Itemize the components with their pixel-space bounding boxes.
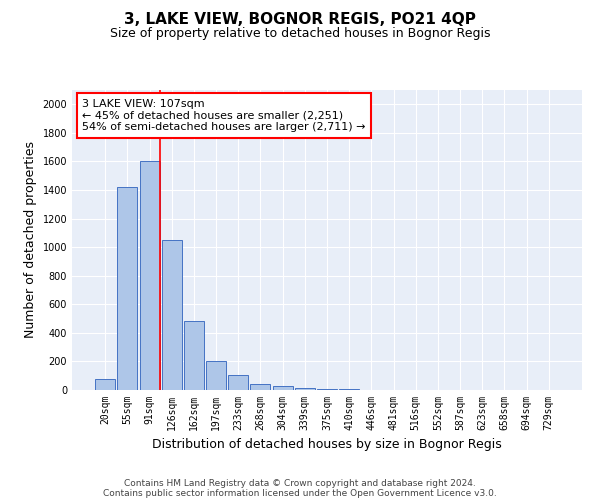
Text: Contains public sector information licensed under the Open Government Licence v3: Contains public sector information licen… bbox=[103, 488, 497, 498]
Bar bbox=[228, 375, 248, 390]
Text: Contains HM Land Registry data © Crown copyright and database right 2024.: Contains HM Land Registry data © Crown c… bbox=[124, 478, 476, 488]
Y-axis label: Number of detached properties: Number of detached properties bbox=[24, 142, 37, 338]
Text: 3, LAKE VIEW, BOGNOR REGIS, PO21 4QP: 3, LAKE VIEW, BOGNOR REGIS, PO21 4QP bbox=[124, 12, 476, 28]
Bar bbox=[295, 388, 315, 390]
Bar bbox=[184, 322, 204, 390]
Bar bbox=[140, 162, 160, 390]
Bar bbox=[118, 187, 137, 390]
Bar bbox=[272, 386, 293, 390]
Text: 3 LAKE VIEW: 107sqm
← 45% of detached houses are smaller (2,251)
54% of semi-det: 3 LAKE VIEW: 107sqm ← 45% of detached ho… bbox=[82, 99, 366, 132]
Bar bbox=[250, 384, 271, 390]
Bar bbox=[162, 240, 182, 390]
Bar bbox=[95, 378, 115, 390]
Bar bbox=[317, 388, 337, 390]
Bar bbox=[206, 362, 226, 390]
Text: Size of property relative to detached houses in Bognor Regis: Size of property relative to detached ho… bbox=[110, 28, 490, 40]
X-axis label: Distribution of detached houses by size in Bognor Regis: Distribution of detached houses by size … bbox=[152, 438, 502, 452]
